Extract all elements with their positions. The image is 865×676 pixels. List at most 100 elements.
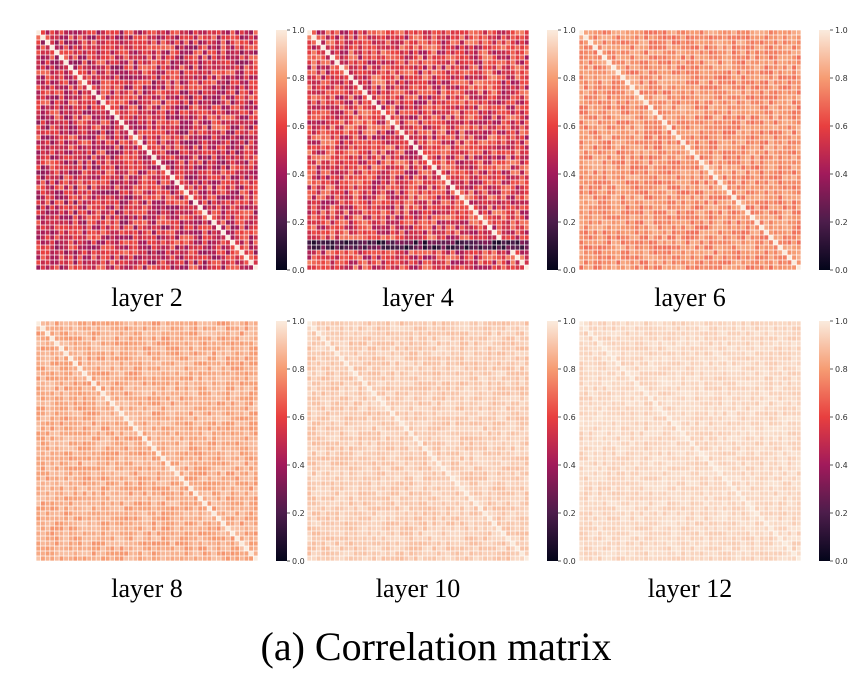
heatmap-cell [376,180,381,185]
heatmap-cell [91,45,96,50]
heatmap-cell [54,140,59,145]
heatmap-cell [54,260,59,265]
heatmap-cell [330,200,335,205]
heatmap-cell [699,30,704,35]
heatmap-cell [142,265,147,270]
heatmap-cell [184,195,189,200]
heatmap-cell [138,130,143,135]
heatmap-cell [193,190,198,195]
heatmap-cell [478,185,483,190]
heatmap-cell [459,210,464,215]
heatmap-cell [96,215,101,220]
heatmap-cell [524,65,529,70]
heatmap-cell [335,165,340,170]
heatmap-cell [36,125,41,130]
heatmap-cell [381,140,386,145]
heatmap-cell [316,115,321,120]
heatmap-cell [128,75,133,80]
heatmap-cell [644,65,649,70]
heatmap-cell [385,155,390,160]
heatmap-cell [441,150,446,155]
heatmap-cell [362,250,367,255]
heatmap-cell [142,140,147,145]
heatmap-cell [105,85,110,90]
heatmap-cell [506,40,511,45]
heatmap-cell [188,40,193,45]
heatmap-cell [520,235,525,240]
heatmap-cell [156,100,161,105]
heatmap-cell [436,255,441,260]
heatmap-cell [390,180,395,185]
heatmap-cell [657,35,662,40]
heatmap-cell [212,110,217,115]
heatmap-cell [459,60,464,65]
heatmap-cell [483,215,488,220]
heatmap-cell [450,165,455,170]
heatmap-cell [330,220,335,225]
heatmap-cell [713,40,718,45]
heatmap-cell [778,55,783,60]
heatmap-cell [151,170,156,175]
heatmap-cell [727,30,732,35]
heatmap-cell [671,35,676,40]
heatmap-cell [249,130,254,135]
heatmap-cell [441,130,446,135]
heatmap-cell [409,235,414,240]
heatmap-cell [390,30,395,35]
heatmap-cell [492,240,497,245]
heatmap-cell [253,240,258,245]
heatmap-cell [422,180,427,185]
heatmap-cell [487,165,492,170]
heatmap-cell [404,60,409,65]
heatmap-cell [501,45,506,50]
heatmap-cell [367,160,372,165]
heatmap-cell [376,35,381,40]
heatmap-cell [381,260,386,265]
heatmap-cell [128,225,133,230]
heatmap-cell [161,115,166,120]
heatmap-cell [381,40,386,45]
heatmap-cell [36,175,41,180]
colorbar-tick-label: 0.8 [563,74,576,83]
heatmap-cell [193,220,198,225]
heatmap-cell [249,230,254,235]
heatmap-cell [487,205,492,210]
heatmap-cell [59,40,64,45]
heatmap-cell [478,85,483,90]
heatmap-cell [230,45,235,50]
heatmap-cell [501,30,506,35]
heatmap-cell [704,40,709,45]
heatmap-cell [36,240,41,245]
heatmap-cell [91,135,96,140]
heatmap-cell [170,210,175,215]
heatmap-cell [464,220,469,225]
heatmap-cell [119,250,124,255]
heatmap-cell [409,90,414,95]
heatmap-cell [40,50,45,55]
heatmap-cell [151,235,156,240]
heatmap-cell [110,185,115,190]
heatmap-cell [138,120,143,125]
heatmap-cell [225,165,230,170]
heatmap-cell [441,110,446,115]
heatmap-cell [64,65,69,70]
heatmap-cell [446,135,451,140]
heatmap-cell [59,210,64,215]
heatmap-cell [506,30,511,35]
heatmap-cell [235,105,240,110]
heatmap-cell [198,225,203,230]
heatmap-cell [64,55,69,60]
heatmap-cell [87,265,92,270]
heatmap-cell [694,60,699,65]
heatmap-cell [50,170,55,175]
heatmap-cell [778,40,783,45]
heatmap-cell [422,65,427,70]
heatmap-cell [450,245,455,250]
heatmap-cell [413,265,418,270]
heatmap-cell [413,105,418,110]
heatmap-cell [77,85,82,90]
heatmap-cell [639,65,644,70]
heatmap-cell [515,50,520,55]
